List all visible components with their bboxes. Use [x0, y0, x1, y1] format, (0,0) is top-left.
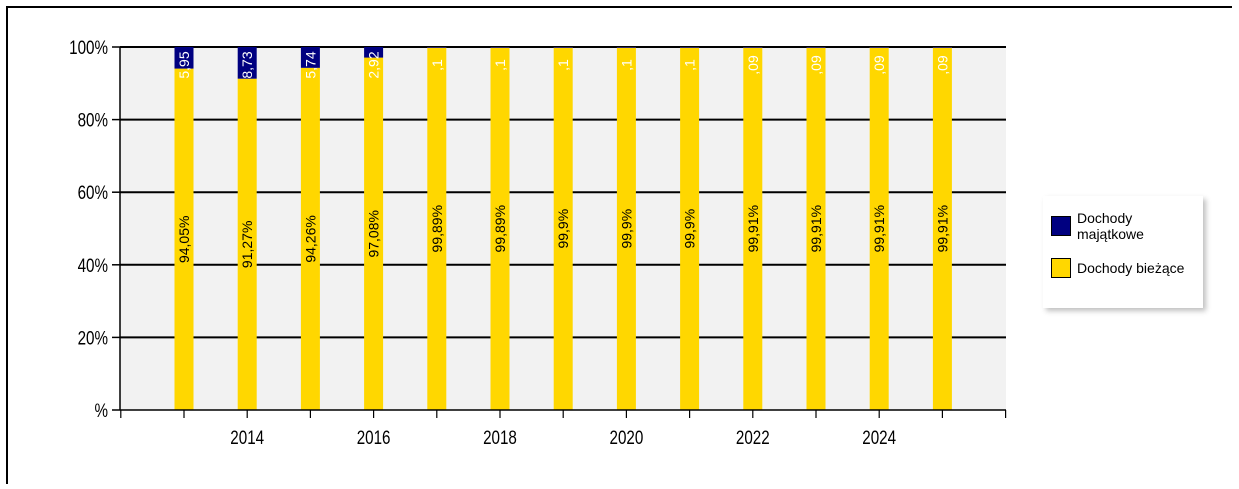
y-tick-label: 60%: [78, 182, 108, 204]
data-label-majatkowe: ,09: [934, 55, 950, 75]
y-tick-label: 100%: [69, 36, 108, 58]
y-tick-label: 80%: [78, 109, 108, 131]
y-tick-label: 40%: [78, 254, 108, 276]
x-tick-label: 2024: [862, 426, 896, 448]
data-label-biezace: 99,91%: [745, 205, 761, 252]
x-tick-label: 2018: [483, 426, 517, 448]
data-label-biezace: 99,91%: [808, 205, 824, 252]
bar-majatkowe: [237, 47, 257, 79]
chart-frame: [6, 6, 1232, 484]
bar-biezace: [869, 47, 889, 411]
bar-biezace: [300, 67, 320, 411]
bar-majatkowe: [427, 47, 447, 48]
bar-biezace: [616, 47, 636, 410]
data-label-biezace: 99,89%: [429, 205, 445, 252]
legend-swatch-biezace: [1051, 258, 1071, 278]
bar-majatkowe: [364, 47, 384, 58]
data-label-majatkowe: ,09: [808, 55, 824, 75]
bar-majatkowe: [553, 47, 573, 48]
data-label-majatkowe: ,1: [618, 59, 634, 71]
bar-biezace: [680, 47, 700, 410]
bar-biezace: [743, 47, 763, 411]
bar-biezace: [490, 47, 510, 411]
legend-label-biezace: Dochody bieżące: [1077, 260, 1185, 276]
bar-majatkowe: [869, 47, 889, 48]
x-tick-label: 2016: [357, 426, 391, 448]
data-label-majatkowe: ,09: [871, 55, 887, 75]
data-label-biezace: 99,91%: [934, 205, 950, 252]
data-label-biezace: 99,9%: [618, 209, 634, 249]
data-label-majatkowe: ,1: [555, 59, 571, 71]
bar-majatkowe: [743, 47, 763, 48]
bar-majatkowe: [300, 47, 320, 68]
bar-majatkowe: [490, 47, 510, 48]
legend: Dochody majątkowe Dochody bieżące: [1043, 196, 1203, 308]
data-label-majatkowe: 5,74: [302, 51, 318, 78]
data-label-biezace: 91,27%: [239, 221, 255, 268]
bar-biezace: [932, 47, 952, 411]
bar-biezace: [174, 68, 194, 410]
bar-biezace: [553, 47, 573, 410]
bar-majatkowe: [680, 47, 700, 48]
bar-biezace: [237, 78, 257, 410]
bar-majatkowe: [806, 47, 826, 48]
data-label-majatkowe: ,1: [682, 59, 698, 71]
data-label-biezace: 94,26%: [302, 215, 318, 262]
legend-item-biezace: Dochody bieżące: [1051, 258, 1184, 278]
x-tick-label: 2022: [736, 426, 770, 448]
data-label-biezace: 99,89%: [492, 205, 508, 252]
legend-label-majatkowe: Dochody majątkowe: [1077, 210, 1144, 242]
y-tick-label: %: [94, 399, 108, 421]
data-label-biezace: 99,9%: [682, 209, 698, 249]
bar-biezace: [427, 47, 447, 411]
data-label-majatkowe: ,1: [429, 59, 445, 71]
y-tick-label: 20%: [78, 327, 108, 349]
legend-swatch-majatkowe: [1051, 216, 1071, 236]
data-label-majatkowe: 2,92: [366, 51, 382, 78]
x-tick-label: 2020: [610, 426, 644, 448]
bar-majatkowe: [932, 47, 952, 48]
data-label-majatkowe: ,1: [492, 59, 508, 71]
data-label-majatkowe: ,09: [745, 55, 761, 75]
bar-majatkowe: [174, 47, 194, 69]
legend-item-majatkowe: Dochody majątkowe: [1051, 210, 1203, 242]
bar-majatkowe: [616, 47, 636, 48]
bar-biezace: [364, 57, 384, 410]
data-label-biezace: 94,05%: [176, 216, 192, 263]
data-label-majatkowe: 5,95: [176, 51, 192, 78]
data-label-biezace: 99,9%: [555, 209, 571, 249]
bar-biezace: [806, 47, 826, 411]
data-label-majatkowe: 8,73: [239, 51, 255, 78]
data-label-biezace: 99,91%: [871, 205, 887, 252]
data-label-biezace: 97,08%: [366, 210, 382, 257]
x-tick-label: 2014: [230, 426, 264, 448]
